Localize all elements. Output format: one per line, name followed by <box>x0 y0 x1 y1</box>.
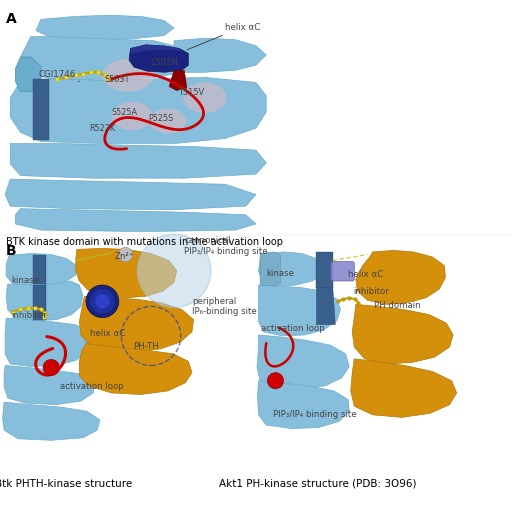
Polygon shape <box>316 288 335 325</box>
Polygon shape <box>129 45 188 72</box>
Text: BTK kinase domain with mutations in the activation loop: BTK kinase domain with mutations in the … <box>6 237 283 247</box>
Polygon shape <box>20 37 195 80</box>
Polygon shape <box>169 70 187 91</box>
Polygon shape <box>4 365 95 405</box>
Polygon shape <box>131 45 188 53</box>
Text: R522K: R522K <box>90 124 116 133</box>
Polygon shape <box>76 248 177 298</box>
Ellipse shape <box>150 108 186 134</box>
Circle shape <box>86 285 119 318</box>
Text: inhibitor: inhibitor <box>11 311 47 320</box>
Polygon shape <box>10 77 266 144</box>
Text: helix αC: helix αC <box>187 22 261 50</box>
Circle shape <box>267 373 284 389</box>
Polygon shape <box>33 254 46 284</box>
Polygon shape <box>3 402 100 440</box>
Text: P525S: P525S <box>148 114 174 123</box>
Polygon shape <box>15 209 256 232</box>
Circle shape <box>95 294 110 308</box>
Text: T515V: T515V <box>179 88 205 97</box>
Polygon shape <box>33 79 49 140</box>
Text: PH domain: PH domain <box>374 301 420 310</box>
Text: helix αC: helix αC <box>90 329 125 338</box>
Polygon shape <box>33 285 46 320</box>
Text: cannonical
PIP₃/IP₄ binding site: cannonical PIP₃/IP₄ binding site <box>184 236 268 256</box>
Text: inhibitor: inhibitor <box>353 287 389 296</box>
Polygon shape <box>5 179 256 210</box>
Polygon shape <box>356 250 445 304</box>
Text: Akt1 PH-kinase structure (PDB: 3O96): Akt1 PH-kinase structure (PDB: 3O96) <box>219 478 416 489</box>
Circle shape <box>43 359 59 376</box>
Text: S525A: S525A <box>112 108 138 118</box>
Text: peripheral
IP₆-binding site: peripheral IP₆-binding site <box>192 297 257 316</box>
Ellipse shape <box>183 82 226 113</box>
Polygon shape <box>259 252 324 286</box>
Polygon shape <box>79 296 194 352</box>
Polygon shape <box>316 252 333 288</box>
Text: Zn²⁺: Zn²⁺ <box>114 251 134 261</box>
Text: kinase: kinase <box>266 269 294 278</box>
Polygon shape <box>6 281 83 321</box>
Text: helix αC: helix αC <box>348 270 383 279</box>
Text: PH-TH: PH-TH <box>133 342 159 351</box>
Text: activation loop: activation loop <box>60 382 124 391</box>
Polygon shape <box>174 38 266 72</box>
Ellipse shape <box>112 102 153 130</box>
Polygon shape <box>6 253 77 286</box>
Text: Btk PHTH-kinase structure: Btk PHTH-kinase structure <box>0 478 133 489</box>
Polygon shape <box>36 15 174 40</box>
Polygon shape <box>258 381 349 429</box>
Polygon shape <box>15 57 41 92</box>
Text: S503T: S503T <box>105 75 131 84</box>
Text: PIP₃/IP₄ binding site: PIP₃/IP₄ binding site <box>273 410 357 419</box>
Ellipse shape <box>102 59 154 92</box>
Text: A: A <box>6 12 17 26</box>
Text: CGI1746: CGI1746 <box>38 70 79 81</box>
Text: L502M: L502M <box>151 58 178 67</box>
Polygon shape <box>5 318 92 366</box>
Polygon shape <box>352 304 453 364</box>
Polygon shape <box>260 252 281 286</box>
Circle shape <box>118 247 133 262</box>
Polygon shape <box>351 359 457 417</box>
Polygon shape <box>257 335 349 389</box>
Polygon shape <box>259 285 340 336</box>
FancyBboxPatch shape <box>331 262 354 281</box>
Circle shape <box>137 234 211 307</box>
Polygon shape <box>10 144 266 178</box>
Text: activation loop: activation loop <box>261 324 325 333</box>
Text: kinase: kinase <box>11 276 39 286</box>
Text: B: B <box>6 244 17 259</box>
Polygon shape <box>79 344 192 394</box>
Circle shape <box>90 289 115 314</box>
